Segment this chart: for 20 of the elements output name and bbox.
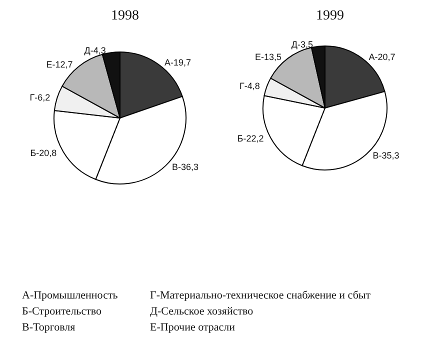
slice-label: Б-20,8 — [30, 148, 57, 158]
chart-title: 1998 — [111, 8, 139, 24]
text: А-Промышленность — [22, 290, 118, 302]
slice-label: А-20,7 — [368, 52, 396, 62]
slice-label: В-35,3 — [372, 150, 400, 161]
slice-label: Д-4,3 — [84, 46, 106, 56]
text: Г-Материально-техническое снабжение и сбыт — [150, 290, 371, 302]
chart-title: 1999 — [316, 8, 344, 24]
slice-label: Е-13,5 — [255, 52, 282, 62]
slice-label: Г-4,8 — [240, 80, 260, 91]
slice-label: Б-22,2 — [237, 133, 264, 144]
text: Б-Строительство — [22, 306, 102, 318]
slice-label: Г-6,2 — [30, 92, 50, 102]
slice-label: Е-12,7 — [46, 60, 73, 70]
slice-label: В-36,3 — [172, 162, 199, 172]
slice-label: А-19,7 — [164, 58, 191, 68]
text: В-Торговля — [22, 322, 76, 334]
slice-label: Д-3,5 — [291, 39, 313, 50]
text: Е-Прочие отрасли — [150, 322, 236, 334]
text: Д-Сельское хозяйство — [150, 306, 254, 318]
